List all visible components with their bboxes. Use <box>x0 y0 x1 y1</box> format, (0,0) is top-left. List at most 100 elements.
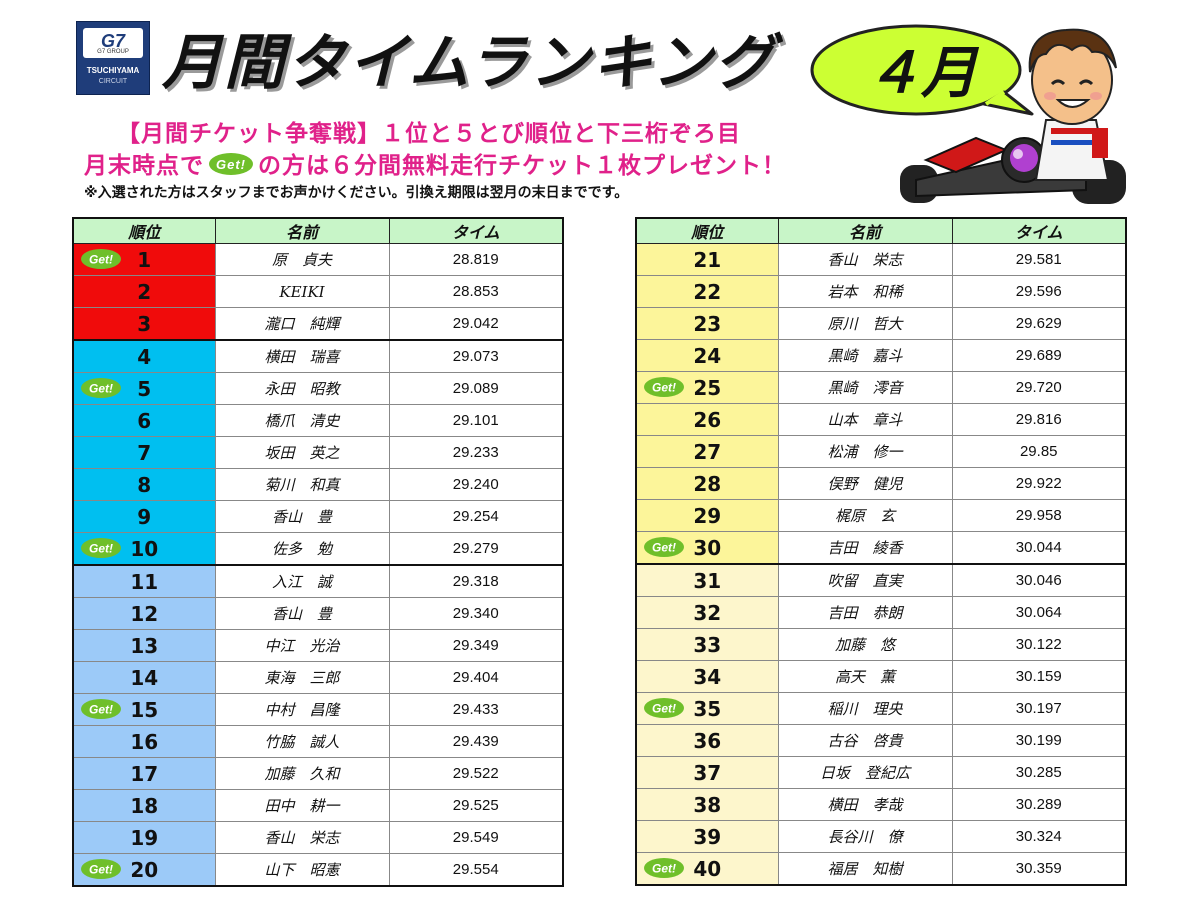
get-badge-text: Get! <box>89 382 113 396</box>
rank-cell: 27 <box>636 435 779 468</box>
table-row: 17 加藤 久和 29.522 <box>73 757 563 790</box>
driver-name: 黒崎 澪音 <box>778 371 953 404</box>
lap-time: 29.922 <box>952 467 1126 500</box>
lap-time: 29.349 <box>389 629 563 662</box>
get-badge-icon: Get! <box>81 699 121 719</box>
table-row: 36 古谷 啓貴 30.199 <box>636 724 1126 757</box>
get-badge-text: Get! <box>652 381 676 395</box>
driver-name: 俣野 健児 <box>778 467 953 500</box>
table-row: 39 長谷川 僚 30.324 <box>636 820 1126 853</box>
rank-cell: Get! 40 <box>636 852 779 886</box>
rank-cell: 32 <box>636 596 779 629</box>
circuit-logo: G7 G7 GROUP TSUCHIYAMA CIRCUIT <box>76 21 150 95</box>
lap-time: 29.549 <box>389 821 563 854</box>
lap-time: 29.554 <box>389 853 563 887</box>
rank-number: 31 <box>693 568 722 593</box>
header-time: タイム <box>388 217 564 244</box>
rank-cell: 26 <box>636 403 779 436</box>
table-row: Get! 40 福居 知樹 30.359 <box>636 852 1126 886</box>
rank-cell: 23 <box>636 307 779 340</box>
promo-line-2-after: の方は６分間無料走行チケット１枚プレゼント！ <box>258 153 786 179</box>
lap-time: 29.720 <box>952 371 1126 404</box>
get-badge-icon: Get! <box>644 858 684 878</box>
driver-name: 原 貞夫 <box>215 243 390 276</box>
lap-time: 29.85 <box>952 435 1126 468</box>
lap-time: 30.046 <box>952 564 1126 597</box>
driver-name: 岩本 和稀 <box>778 275 953 308</box>
lap-time: 29.525 <box>389 789 563 822</box>
rank-cell: Get! 1 <box>73 243 216 276</box>
table-row: 32 吉田 恭朗 30.064 <box>636 596 1126 629</box>
rank-number: 36 <box>693 728 722 753</box>
driver-name: 香山 栄志 <box>778 243 953 276</box>
table-row: Get! 20 山下 昭憲 29.554 <box>73 853 563 887</box>
rank-cell: 33 <box>636 628 779 661</box>
page-title: 月間タイムランキング <box>162 28 776 98</box>
rank-number: 6 <box>137 408 152 433</box>
table-row: 34 高天 薫 30.159 <box>636 660 1126 693</box>
table-row: 14 東海 三郎 29.404 <box>73 661 563 694</box>
get-badge-text: Get! <box>652 541 676 555</box>
rank-cell: 28 <box>636 467 779 500</box>
logo-name: TSUCHIYAMA <box>86 66 140 75</box>
driver-name: 梶原 玄 <box>778 499 953 532</box>
lap-time: 30.064 <box>952 596 1126 629</box>
lap-time: 29.439 <box>389 725 563 758</box>
ranking-table-right: 順位 名前 タイム 21 香山 栄志 29.581 22 岩本 和稀 29.596 23 原川… <box>635 217 1127 886</box>
lap-time: 29.101 <box>389 404 563 437</box>
table-row: 8 菊川 和真 29.240 <box>73 468 563 501</box>
rank-number: 25 <box>693 375 722 400</box>
rank-number: 22 <box>693 279 722 304</box>
logo-circuit: CIRCUIT <box>98 78 128 85</box>
table-row: 2 KEIKI 28.853 <box>73 275 563 308</box>
driver-name: 吉田 恭朗 <box>778 596 953 629</box>
lap-time: 30.044 <box>952 531 1126 565</box>
rank-cell: Get! 20 <box>73 853 216 887</box>
header-rank: 順位 <box>635 217 779 244</box>
rank-cell: 9 <box>73 500 216 533</box>
get-badge-text: Get! <box>89 703 113 717</box>
lap-time: 30.122 <box>952 628 1126 661</box>
get-badge-text: Get! <box>89 253 113 267</box>
lap-time: 29.958 <box>952 499 1126 532</box>
driver-name: 佐多 勉 <box>215 532 390 566</box>
lap-time: 30.197 <box>952 692 1126 725</box>
driver-name: 山本 章斗 <box>778 403 953 436</box>
driver-name: 香山 栄志 <box>215 821 390 854</box>
get-badge-text: Get! <box>89 863 113 877</box>
get-badge-text: Get! <box>652 862 676 876</box>
ranking-table-left: 順位 名前 タイム Get! 1 原 貞夫 28.819 2 KEIKI 28.853 3 瀧口… <box>72 217 564 887</box>
rank-cell: 8 <box>73 468 216 501</box>
get-badge-text: Get! <box>216 157 246 172</box>
rank-cell: 11 <box>73 565 216 598</box>
driver-name: 菊川 和真 <box>215 468 390 501</box>
rank-cell: 6 <box>73 404 216 437</box>
driver-name: 中村 昌隆 <box>215 693 390 726</box>
get-badge-icon: Get! <box>81 378 121 398</box>
driver-name: 稲川 理央 <box>778 692 953 725</box>
header-name: 名前 <box>777 217 953 244</box>
driver-name: 香山 豊 <box>215 597 390 630</box>
get-badge-icon: Get! <box>208 152 254 182</box>
rank-number: 2 <box>137 279 152 304</box>
rank-cell: Get! 35 <box>636 692 779 725</box>
driver-name: 山下 昭憲 <box>215 853 390 887</box>
driver-name: 高天 薫 <box>778 660 953 693</box>
table-row: 26 山本 章斗 29.816 <box>636 403 1126 436</box>
driver-name: 日坂 登紀広 <box>778 756 953 789</box>
get-badge-icon: Get! <box>644 377 684 397</box>
table-header-row: 順位 名前 タイム <box>635 217 1127 244</box>
driver-name: 加藤 久和 <box>215 757 390 790</box>
table-row: 13 中江 光治 29.349 <box>73 629 563 662</box>
rank-cell: Get! 5 <box>73 372 216 405</box>
table-row: 11 入江 誠 29.318 <box>73 565 563 598</box>
rank-number: 8 <box>137 472 152 497</box>
driver-name: 加藤 悠 <box>778 628 953 661</box>
driver-name: 竹脇 誠人 <box>215 725 390 758</box>
driver-name: 長谷川 僚 <box>778 820 953 853</box>
lap-time: 30.199 <box>952 724 1126 757</box>
table-row: 19 香山 栄志 29.549 <box>73 821 563 854</box>
rank-number: 20 <box>130 857 159 882</box>
rank-number: 37 <box>693 760 722 785</box>
rank-cell: 19 <box>73 821 216 854</box>
